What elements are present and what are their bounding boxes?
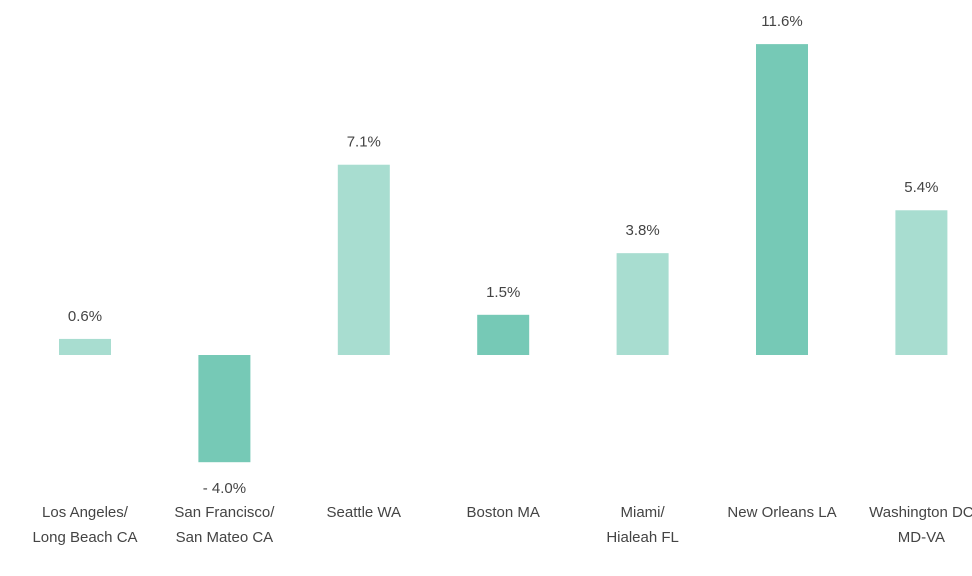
x-tick-label: Hialeah FL: [606, 529, 679, 546]
bar: [198, 355, 251, 463]
x-tick-label: Los Angeles/: [42, 504, 129, 521]
bar: [477, 314, 530, 355]
x-tick-label: Boston MA: [467, 504, 540, 521]
value-label: 7.1%: [347, 134, 381, 151]
bar: [337, 164, 390, 355]
x-tick-label: Miami/: [621, 504, 666, 521]
bar: [59, 338, 111, 355]
bar: [616, 253, 669, 355]
x-tick-label: MD-VA: [898, 529, 945, 546]
bar: [895, 210, 948, 355]
x-tick-label: New Orleans LA: [727, 504, 836, 521]
value-label: 5.4%: [904, 179, 938, 196]
value-label: - 4.0%: [203, 480, 246, 497]
x-tick-label: San Francisco/: [174, 504, 275, 521]
x-tick-label: Seattle WA: [327, 504, 401, 521]
x-tick-label: Washington DC: [869, 504, 972, 521]
x-tick-label: San Mateo CA: [176, 529, 274, 546]
bar: [756, 44, 808, 356]
value-label: 1.5%: [486, 284, 520, 301]
value-label: 3.8%: [625, 222, 659, 239]
value-label: 0.6%: [68, 308, 102, 325]
x-tick-label: Long Beach CA: [32, 529, 137, 546]
value-label: 11.6%: [761, 13, 802, 30]
